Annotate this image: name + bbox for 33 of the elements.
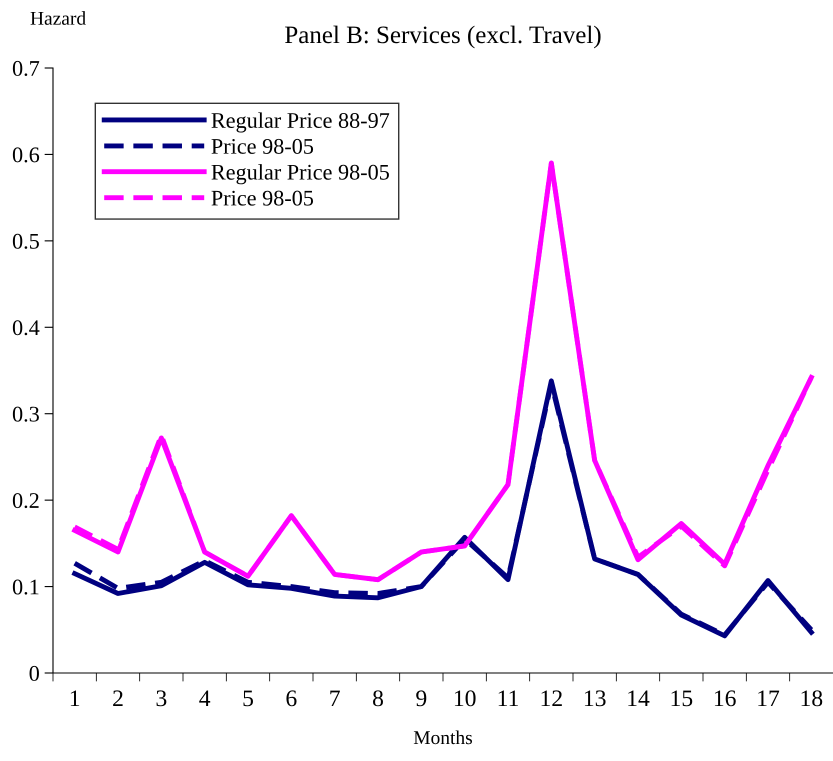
x-tick-label: 16 [714, 690, 736, 706]
y-tick-label: 0.5 [12, 234, 39, 249]
y-tick-label: 0.2 [12, 493, 39, 508]
y-tick-label: 0.6 [12, 147, 40, 162]
legend-label: Regular Price 88-97 [212, 112, 390, 133]
x-tick-label: 6 [286, 690, 297, 706]
x-tick-label: 18 [802, 690, 822, 706]
chart-title: Panel B: Services (excl. Travel) [285, 26, 601, 48]
x-tick-label: 3 [156, 690, 166, 706]
y-tick-label: 0 [30, 666, 39, 681]
x-tick-label: 10 [454, 690, 476, 706]
x-tick-label: 7 [330, 690, 340, 706]
x-tick-label: 1 [70, 690, 80, 706]
y-axis-title: Hazard [30, 11, 86, 25]
x-tick-label: 5 [243, 690, 253, 706]
x-tick-label: 9 [416, 690, 426, 706]
y-tick-label: 0.4 [12, 320, 40, 336]
x-tick-label: 13 [584, 690, 606, 706]
y-tick-label: 0.3 [12, 406, 39, 422]
x-tick-label: 11 [498, 690, 518, 706]
x-tick-label: 4 [199, 690, 210, 706]
x-tick-label: 8 [372, 690, 384, 706]
x-tick-label: 17 [758, 690, 780, 706]
legend-label: Price 98-05 [212, 190, 314, 206]
x-tick-label: 12 [542, 690, 562, 706]
y-tick-label: 0.1 [12, 580, 38, 595]
legend-label: Regular Price 98-05 [212, 164, 389, 184]
x-tick-label: 14 [628, 690, 650, 706]
x-tick-label: 15 [672, 690, 692, 706]
y-tick-label: 0.7 [12, 60, 40, 76]
x-tick-label: 2 [113, 690, 123, 706]
x-axis-title: Months [414, 730, 472, 744]
legend-label: Price 98-05 [212, 138, 314, 154]
